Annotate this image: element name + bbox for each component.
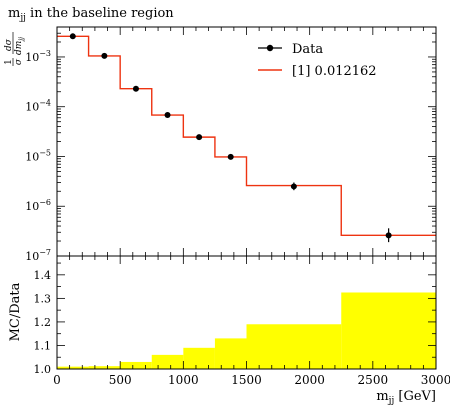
ylabel-num: dσ [4, 38, 14, 51]
x-tick-label: 2500 [358, 373, 389, 387]
ratio-band-bin [120, 361, 152, 369]
ylabel-one: 1 [4, 59, 14, 65]
x-tick-label: 1500 [231, 373, 262, 387]
data-point [101, 52, 108, 59]
ylabel-sigma: σ [14, 58, 24, 65]
ratio-band-bin [214, 338, 247, 369]
y-tick-label: 10−6 [25, 198, 51, 213]
x-tick-label: 2000 [294, 373, 325, 387]
ratio-band-bin [246, 324, 342, 369]
ratio-band-bin [151, 354, 184, 369]
data-point [69, 33, 76, 40]
ratio-ylabel: MC/Data [8, 282, 23, 341]
main-panel-frame [56, 26, 437, 257]
x-axis-label: mjj [GeV] [376, 389, 436, 406]
legend-data-marker [266, 44, 274, 52]
legend-mc-label: [1] 0.012162 [292, 64, 377, 79]
chart-title: mjj in the baseline region [8, 6, 174, 23]
mc-histogram-line [57, 35, 436, 237]
main-ylabel: 1 σ dσ dmjj [4, 32, 25, 66]
ratio-y-tick-label: 1.1 [34, 339, 52, 352]
y-tick-label: 10−7 [25, 248, 51, 263]
ratio-band-bin [341, 292, 436, 369]
ratio-y-tick-label: 1.4 [34, 269, 52, 282]
ratio-band-bin [88, 366, 121, 369]
ratio-band-bin [183, 347, 215, 369]
ratio-y-tick-label: 1.3 [34, 292, 52, 305]
legend-data-label: Data [292, 42, 323, 57]
data-point [164, 112, 171, 119]
y-tick-label: 10−4 [25, 99, 51, 114]
data-point [227, 153, 234, 160]
x-tick-label: 3000 [421, 373, 450, 387]
legend: Data [1] 0.012162 [258, 42, 377, 79]
data-point [132, 85, 139, 92]
data-point [290, 183, 297, 190]
data-point [385, 232, 392, 239]
ratio-y-tick-label: 1.0 [34, 363, 52, 376]
x-tick-label: 500 [109, 373, 132, 387]
y-tick-label: 10−3 [25, 49, 51, 64]
y-tick-label: 10−5 [25, 148, 51, 163]
ratio-y-tick-label: 1.2 [34, 316, 52, 329]
x-tick-label: 0 [53, 373, 61, 387]
ylabel-den: dmjj [14, 37, 25, 55]
data-point [196, 134, 203, 141]
ratio-band-bin [57, 366, 89, 369]
x-tick-label: 1000 [168, 373, 199, 387]
